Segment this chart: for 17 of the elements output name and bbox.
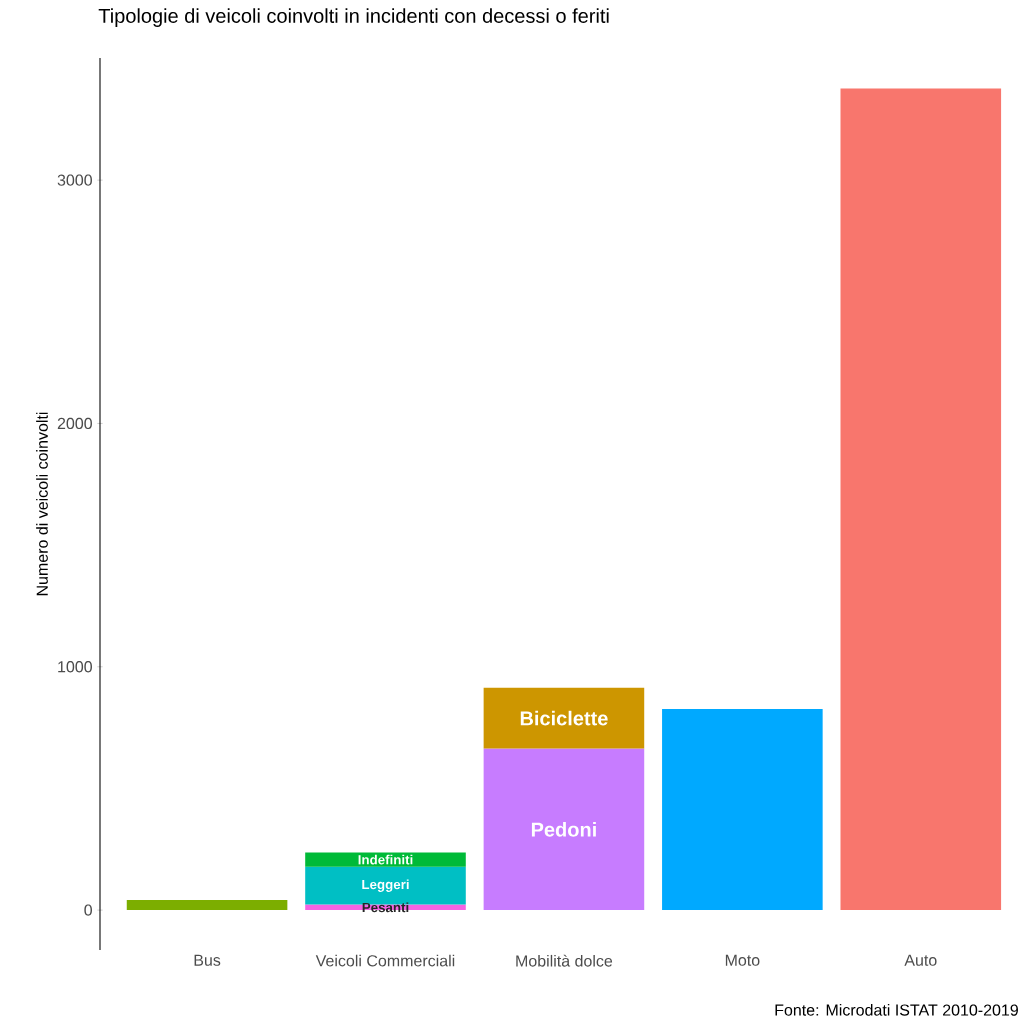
y-tick-label: 0	[84, 904, 93, 916]
x-tick-label: Mobilità dolce	[516, 954, 613, 967]
y-tick-label: 1000	[58, 661, 92, 673]
x-tick-label: Veicoli Commerciali	[315, 954, 455, 967]
x-tick-label: Moto	[725, 954, 760, 966]
source-note: Fonte: Microdati ISTAT 2010-2019	[775, 1003, 1018, 1016]
y-axis-title: Numero di veicoli coinvolti	[36, 412, 48, 596]
series-label: Biciclette	[520, 710, 608, 726]
series-label: Pesanti	[362, 902, 409, 913]
y-tick-label: 3000	[57, 174, 92, 186]
chart-title: Tipologie di veicoli coinvolti in incidenti con decessi o feriti	[98, 8, 609, 27]
y-tick-label: 2000	[57, 417, 92, 430]
x-tick-label: Auto	[904, 954, 937, 966]
series-label: Leggeri	[362, 879, 409, 892]
series-label: Pedoni	[531, 821, 596, 837]
x-tick-label: Bus	[194, 954, 221, 966]
series-label: Indefiniti	[358, 854, 413, 865]
